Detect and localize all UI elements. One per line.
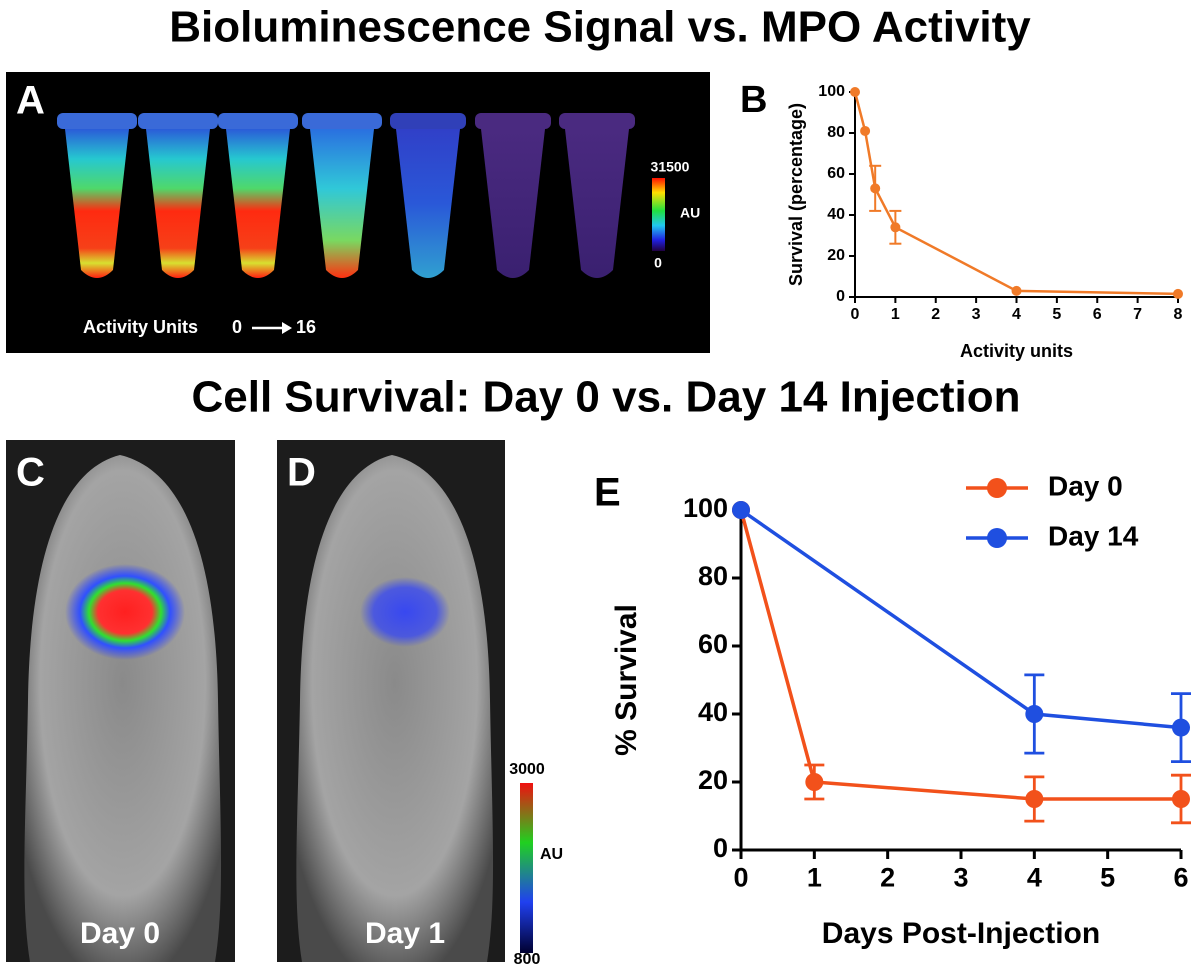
legend-marker — [987, 478, 1007, 498]
y-tick-label: 100 — [818, 83, 845, 100]
y-tick-label: 80 — [827, 124, 845, 141]
signal — [65, 564, 185, 660]
caption: Day 0 — [80, 917, 160, 950]
marker — [1173, 288, 1183, 299]
colorbar-unit: AU — [680, 205, 700, 221]
colorbar-max: 3000 — [509, 761, 545, 778]
panel-label: B — [740, 79, 767, 121]
caption: 0 — [232, 317, 242, 337]
x-tick-label: 0 — [851, 306, 860, 323]
x-axis-label: Activity units — [960, 341, 1073, 361]
y-tick-label: 20 — [827, 247, 845, 264]
marker — [732, 501, 750, 519]
x-tick-label: 5 — [1052, 306, 1061, 323]
panel-label: D — [287, 451, 316, 495]
x-tick-label: 3 — [953, 862, 968, 892]
y-axis-label: Survival (percentage) — [786, 103, 806, 286]
series-line — [739, 509, 1181, 801]
x-tick-label: 4 — [1012, 306, 1021, 323]
x-tick-label: 0 — [733, 862, 748, 892]
arrow-head — [282, 322, 292, 334]
x-tick-label: 7 — [1133, 306, 1142, 323]
y-tick-label: 60 — [827, 165, 845, 182]
x-tick-label: 2 — [931, 306, 940, 323]
y-tick-label: 0 — [713, 833, 728, 863]
y-axis-label: % Survival — [610, 604, 643, 756]
colorbar-min: 0 — [654, 255, 662, 271]
series-line — [853, 91, 1179, 296]
caption: Day 1 — [365, 917, 445, 950]
y-tick-label: 100 — [683, 493, 728, 523]
mouse — [24, 455, 222, 962]
x-tick-label: 1 — [891, 306, 900, 323]
panel-label: C — [16, 451, 45, 495]
y-tick-label: 60 — [698, 629, 728, 659]
x-tick-label: 8 — [1174, 306, 1183, 323]
heading: Cell Survival: Day 0 vs. Day 14 Injectio… — [191, 373, 1020, 422]
x-tick-label: 4 — [1027, 862, 1042, 892]
panel-label: A — [16, 79, 45, 123]
legend-label: Day 0 — [1048, 470, 1123, 501]
caption: 16 — [296, 317, 316, 337]
x-axis-label: Days Post-Injection — [822, 917, 1100, 950]
marker — [1025, 790, 1044, 808]
y-tick-label: 80 — [698, 561, 728, 591]
marker — [850, 87, 860, 97]
x-tick-label: 2 — [880, 862, 895, 892]
x-tick-label: 3 — [972, 306, 981, 323]
x-tick-label: 1 — [807, 862, 822, 892]
x-tick-label: 5 — [1100, 862, 1115, 892]
x-tick-label: 6 — [1093, 306, 1102, 323]
panel-label: E — [594, 471, 621, 515]
legend-label: Day 14 — [1048, 520, 1139, 551]
y-tick-label: 40 — [827, 206, 845, 223]
marker — [1172, 718, 1190, 737]
caption: Activity Units — [83, 317, 198, 337]
colorbar — [652, 178, 665, 251]
x-tick-label: 6 — [1173, 862, 1188, 892]
marker — [890, 222, 901, 233]
y-tick-label: 20 — [698, 765, 728, 795]
y-tick-label: 40 — [698, 697, 728, 727]
colorbar-min: 800 — [514, 951, 541, 967]
marker — [860, 125, 871, 136]
marker — [870, 183, 881, 194]
marker — [1172, 790, 1190, 808]
y-tick-label: 0 — [836, 288, 845, 305]
marker — [1011, 285, 1022, 296]
colorbar-unit: AU — [540, 846, 563, 863]
heading: Bioluminescence Signal vs. MPO Activity — [169, 3, 1031, 52]
signal — [360, 577, 450, 647]
colorbar-max: 31500 — [651, 159, 690, 175]
legend-marker — [987, 528, 1007, 548]
marker — [805, 773, 824, 791]
marker — [1025, 705, 1044, 723]
mouse — [296, 455, 494, 962]
tubes — [57, 113, 635, 278]
colorbar — [520, 783, 533, 953]
